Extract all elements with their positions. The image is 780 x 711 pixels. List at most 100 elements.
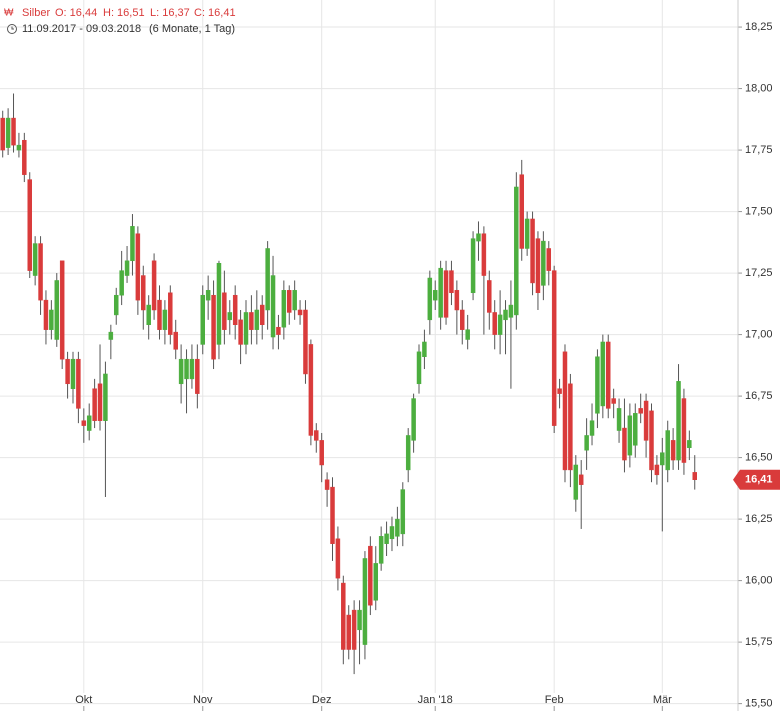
candle-body	[308, 344, 314, 436]
candle-body	[222, 292, 227, 330]
candle-body	[692, 472, 697, 480]
candle-body	[654, 464, 660, 476]
candle-body	[189, 358, 195, 380]
candle-body	[476, 233, 481, 242]
candle-body	[319, 440, 324, 466]
x-tick-label: Nov	[193, 694, 213, 706]
y-tick-label: 18,00	[745, 82, 773, 94]
date-range: 11.09.2017 - 09.03.2018	[22, 23, 141, 35]
candle-body	[649, 410, 654, 471]
y-tick-label: 17,25	[745, 267, 773, 279]
candle-body	[400, 489, 406, 535]
candle-body	[524, 218, 530, 249]
candle-body	[11, 117, 16, 146]
candle-body	[303, 309, 308, 375]
candle-body	[384, 533, 389, 544]
candle-body	[605, 341, 611, 409]
x-tick-label: Feb	[545, 694, 564, 706]
candle-body	[481, 233, 487, 276]
instrument-icon: ₩	[4, 8, 14, 19]
x-tick-label: Okt	[75, 694, 92, 706]
candle-body	[141, 275, 146, 311]
candle-body	[454, 290, 460, 311]
candle-body	[297, 309, 303, 316]
y-tick-label: 16,75	[745, 390, 773, 402]
candle-body	[546, 248, 552, 271]
candle-body	[627, 415, 633, 456]
candle-body	[54, 280, 60, 340]
candle-body	[411, 398, 416, 441]
ohlc-open: O: 16,44	[55, 7, 97, 19]
candle-body	[0, 117, 5, 151]
candle-body	[173, 331, 178, 350]
candle-body	[76, 358, 81, 409]
candle-body	[330, 486, 335, 544]
candle-body	[81, 420, 87, 426]
candle-body	[519, 174, 524, 249]
y-tick-label: 16,00	[745, 575, 773, 587]
y-tick-label: 17,00	[745, 328, 773, 340]
x-tick-label: Jan '18	[418, 694, 453, 706]
candle-body	[216, 262, 222, 345]
candle-body	[346, 614, 351, 650]
candle-body	[368, 545, 373, 606]
candle-body	[32, 243, 38, 276]
candle-body	[351, 609, 357, 650]
candle-body	[43, 299, 49, 330]
x-tick-label: Mär	[653, 694, 672, 706]
candle-body	[530, 218, 535, 284]
candle-body	[259, 304, 265, 325]
ohlc-high: H: 16,51	[103, 7, 145, 19]
clock-icon	[7, 24, 17, 34]
candle-body	[460, 309, 465, 330]
clock-hands	[11, 26, 14, 30]
candle-body	[643, 400, 649, 441]
y-tick-label: 15,75	[745, 636, 773, 648]
candle-body	[492, 312, 497, 335]
candle-body	[432, 290, 438, 301]
candle-body	[568, 383, 573, 471]
candle-body	[416, 351, 422, 385]
candle-body	[427, 277, 433, 321]
period: (6 Monate, 1 Tag)	[149, 23, 235, 35]
candle-body	[135, 233, 141, 301]
candle-body	[65, 358, 70, 385]
y-tick-label: 18,25	[745, 21, 773, 33]
candle-body	[665, 430, 670, 471]
candle-body	[70, 358, 76, 389]
y-tick-label: 16,25	[745, 513, 773, 525]
instrument-name: Silber	[22, 7, 50, 19]
candle-body	[232, 294, 238, 325]
candle-body	[281, 290, 287, 328]
candle-body	[205, 290, 211, 301]
candle-body	[184, 358, 189, 380]
x-tick-label: Dez	[312, 694, 332, 706]
candle-body	[573, 464, 579, 500]
candle-body	[211, 294, 216, 360]
candle-body	[541, 240, 546, 286]
candle-body	[108, 331, 114, 340]
candle-body	[335, 538, 341, 579]
candle-body	[616, 408, 622, 431]
candle-body	[660, 452, 665, 466]
candle-body	[119, 270, 124, 296]
candle-body	[362, 558, 368, 645]
header: ₩ Silber O: 16,44 H: 16,51 L: 16,37 C: 1…	[4, 7, 236, 35]
candle-body	[22, 139, 27, 175]
candle-body	[38, 243, 43, 301]
candle-body	[503, 309, 508, 321]
candle-body	[200, 294, 205, 345]
candle-body	[151, 260, 157, 311]
candle-body	[276, 326, 281, 335]
candle-body	[357, 609, 362, 631]
y-tick-label: 15,50	[745, 698, 773, 710]
candle-body	[292, 290, 297, 311]
candle-body	[670, 440, 676, 461]
candle-body	[243, 312, 249, 345]
candle-body	[676, 381, 681, 461]
candle-body	[589, 420, 595, 436]
candle-body	[405, 435, 411, 471]
candle-body	[341, 582, 346, 650]
candle-body	[600, 341, 606, 407]
candle-body	[195, 358, 200, 394]
